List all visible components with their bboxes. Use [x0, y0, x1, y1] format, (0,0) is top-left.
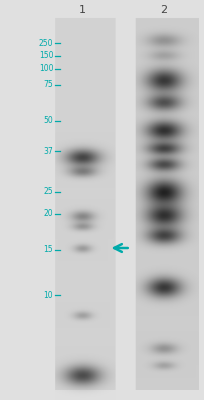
Text: 2: 2 — [160, 5, 166, 15]
Text: 25: 25 — [43, 188, 53, 196]
Text: 15: 15 — [43, 246, 53, 254]
Text: 75: 75 — [43, 80, 53, 89]
Text: 1: 1 — [79, 5, 85, 15]
Text: 10: 10 — [43, 291, 53, 300]
Text: 100: 100 — [39, 64, 53, 73]
Text: 37: 37 — [43, 147, 53, 156]
Text: 20: 20 — [43, 210, 53, 218]
Text: 150: 150 — [39, 52, 53, 60]
Text: 50: 50 — [43, 116, 53, 125]
Text: 250: 250 — [39, 39, 53, 48]
